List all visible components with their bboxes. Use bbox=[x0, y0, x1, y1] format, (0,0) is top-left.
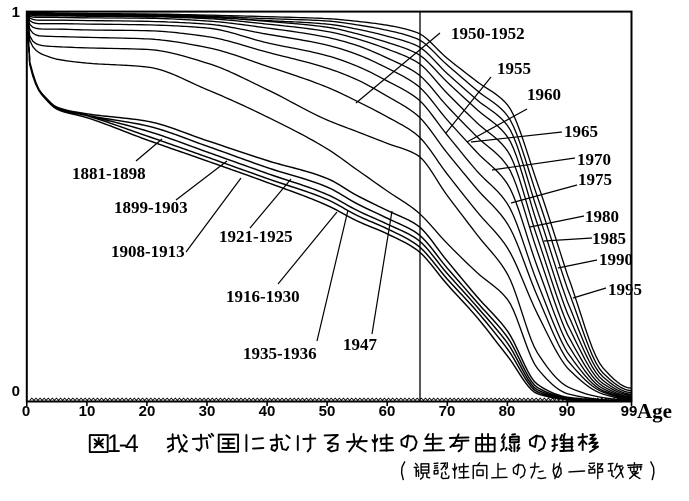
svg-text:10: 10 bbox=[79, 403, 96, 420]
svg-text:20: 20 bbox=[139, 403, 156, 420]
svg-text:1-4: 1-4 bbox=[107, 430, 139, 458]
svg-text:40: 40 bbox=[259, 403, 276, 420]
svg-text:1921-1925: 1921-1925 bbox=[219, 227, 293, 246]
svg-text:1908-1913: 1908-1913 bbox=[111, 242, 185, 261]
svg-text:80: 80 bbox=[499, 403, 516, 420]
svg-text:1: 1 bbox=[12, 4, 20, 21]
svg-text:1960: 1960 bbox=[527, 85, 561, 104]
svg-text:1985: 1985 bbox=[592, 229, 626, 248]
svg-text:1965: 1965 bbox=[564, 122, 598, 141]
svg-text:1947: 1947 bbox=[343, 335, 378, 354]
svg-text:1881-1898: 1881-1898 bbox=[72, 164, 146, 183]
svg-text:0: 0 bbox=[22, 403, 30, 420]
svg-text:Age: Age bbox=[637, 399, 672, 423]
svg-text:99: 99 bbox=[621, 403, 638, 420]
svg-text:1899-1903: 1899-1903 bbox=[114, 198, 188, 217]
svg-text:1950-1952: 1950-1952 bbox=[451, 24, 525, 43]
svg-text:1955: 1955 bbox=[497, 59, 531, 78]
svg-text:1990: 1990 bbox=[599, 250, 633, 269]
svg-text:1975: 1975 bbox=[578, 170, 612, 189]
svg-text:1916-1930: 1916-1930 bbox=[226, 287, 300, 306]
svg-text:0: 0 bbox=[12, 383, 20, 400]
svg-text:1935-1936: 1935-1936 bbox=[243, 344, 317, 363]
svg-text:90: 90 bbox=[559, 403, 576, 420]
svg-text:70: 70 bbox=[439, 403, 456, 420]
svg-text:30: 30 bbox=[199, 403, 216, 420]
svg-text:50: 50 bbox=[319, 403, 336, 420]
svg-text:1970: 1970 bbox=[577, 150, 611, 169]
svg-text:60: 60 bbox=[379, 403, 396, 420]
svg-text:1995: 1995 bbox=[608, 280, 642, 299]
svg-text:1980: 1980 bbox=[585, 207, 619, 226]
